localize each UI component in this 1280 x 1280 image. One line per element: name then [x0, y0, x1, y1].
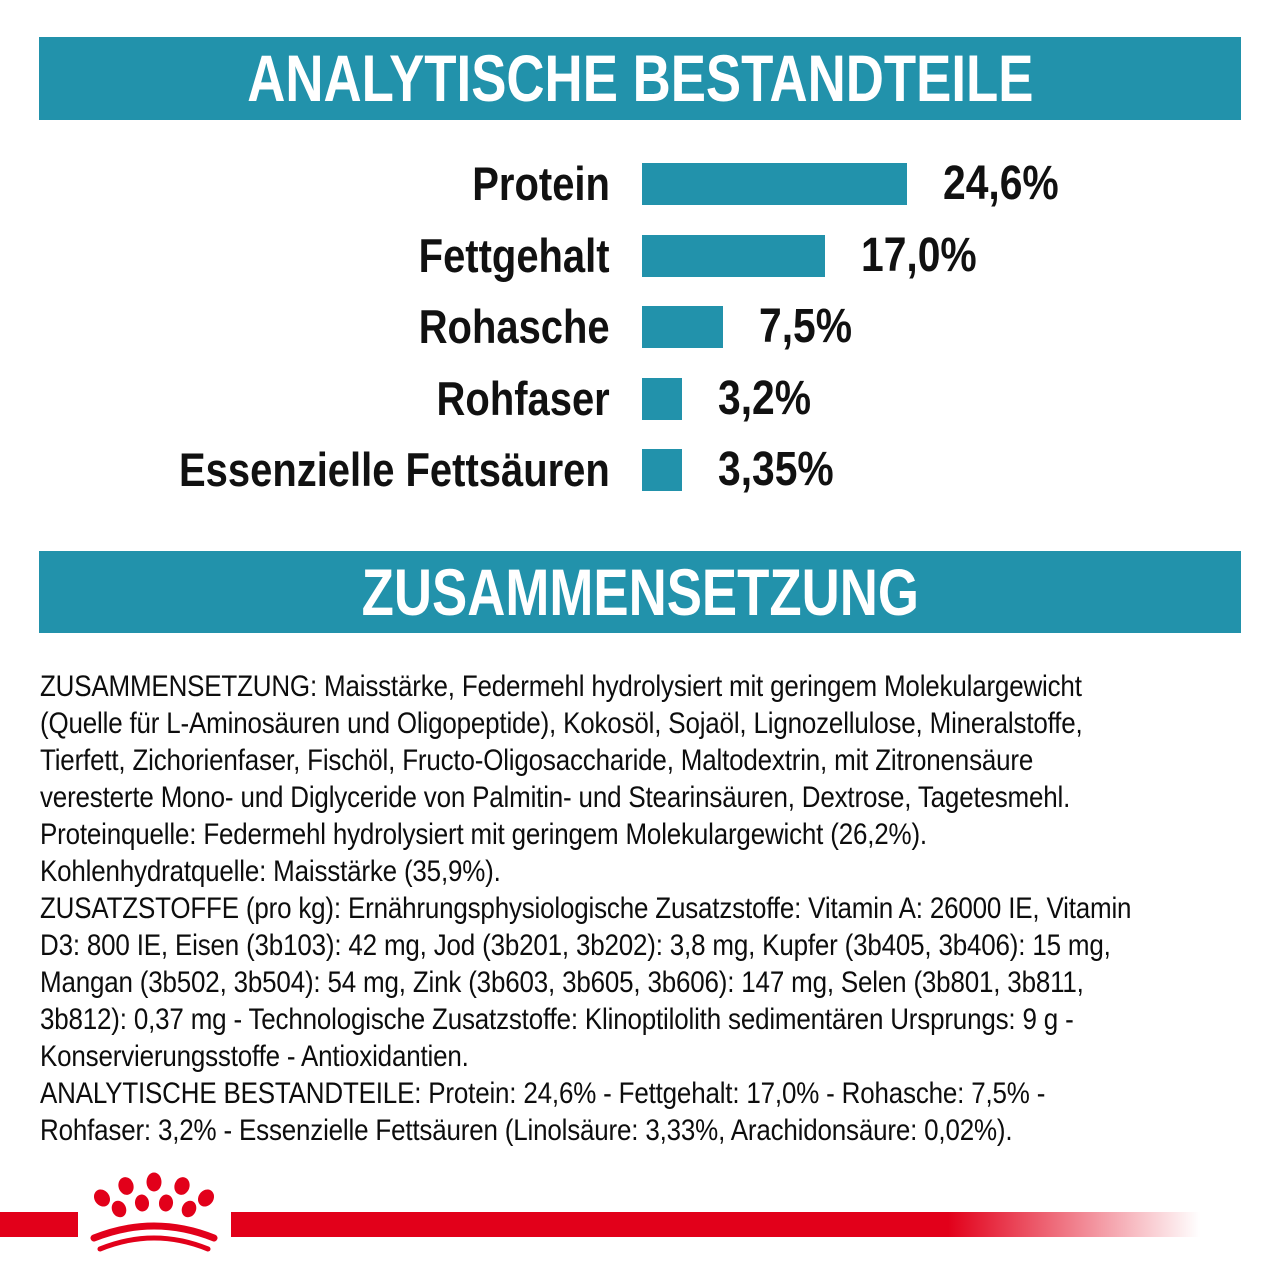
composition-section-title: ZUSAMMENSETZUNG [361, 554, 919, 629]
chart-value-label: 3,2% [718, 371, 811, 425]
composition-text-line: Rohfaser: 3,2% - Essenzielle Fettsäuren … [40, 1114, 1013, 1147]
analytical-components-chart: Protein 24,6% Fettgehalt 17,0% Rohasche 7,5% R… [0, 157, 1280, 521]
composition-text-line: Kohlenhydratquelle: Maisstärke (35,9%). [40, 855, 501, 888]
chart-category-label: Rohfaser [436, 371, 610, 425]
chart-category-label: Essenzielle Fettsäuren [179, 443, 610, 496]
composition-text-line: Mangan (3b502, 3b504): 54 mg, Zink (3b60… [40, 966, 1084, 999]
composition-text-block: ZUSAMMENSETZUNG: Maisstärke, Federmehl h… [40, 668, 1237, 1149]
chart-bar [642, 377, 682, 420]
analytical-section-title: ANALYTISCHE BESTANDTEILE [246, 41, 1034, 115]
chart-bar [642, 234, 825, 277]
composition-text-line: ANALYTISCHE BESTANDTEILE: Protein: 24,6%… [40, 1077, 1046, 1110]
composition-text-line: veresterte Mono- und Diglyceride von Pal… [40, 781, 1071, 814]
red-stripe-right [231, 1212, 1200, 1237]
composition-text-line: ZUSATZSTOFFE (pro kg): Ernährungsphysiol… [40, 892, 1132, 925]
composition-text-line: D3: 800 IE, Eisen (3b103): 42 mg, Jod (3… [40, 929, 1111, 962]
composition-text-line: (Quelle für L-Aminosäuren und Oligopepti… [40, 707, 1083, 740]
chart-bar [642, 163, 907, 205]
chart-bar [642, 306, 723, 348]
composition-text-line: Proteinquelle: Federmehl hydrolysiert mi… [40, 818, 927, 851]
chart-value-label: 24,6% [943, 157, 1059, 210]
chart-category-label: Rohasche [419, 300, 610, 353]
royal-canin-crown-icon [90, 1172, 218, 1252]
chart-value-label: 7,5% [759, 300, 852, 353]
composition-text-line: Tierfett, Zichorienfaser, Fischöl, Fruct… [40, 744, 1034, 777]
chart-row: Fettgehalt 17,0% [0, 228, 1280, 282]
composition-text-line: ZUSAMMENSETZUNG: Maisstärke, Federmehl h… [40, 670, 1082, 703]
chart-row: Protein 24,6% [0, 157, 1280, 210]
analytical-section-banner: ANALYTISCHE BESTANDTEILE [39, 37, 1241, 120]
chart-row: Rohfaser 3,2% [0, 371, 1280, 425]
chart-row: Essenzielle Fettsäuren 3,35% [0, 443, 1280, 496]
composition-text-line: 3b812): 0,37 mg - Technologische Zusatzs… [40, 1003, 1074, 1036]
chart-row: Rohasche 7,5% [0, 300, 1280, 353]
composition-section-banner: ZUSAMMENSETZUNG [39, 551, 1241, 633]
chart-value-label: 3,35% [718, 443, 834, 496]
chart-value-label: 17,0% [861, 228, 977, 282]
composition-text-line: Konservierungsstoffe - Antioxidantien. [40, 1040, 469, 1073]
chart-bar [642, 449, 682, 491]
chart-category-label: Protein [472, 157, 610, 210]
chart-category-label: Fettgehalt [419, 228, 610, 282]
red-stripe-left [0, 1212, 78, 1237]
